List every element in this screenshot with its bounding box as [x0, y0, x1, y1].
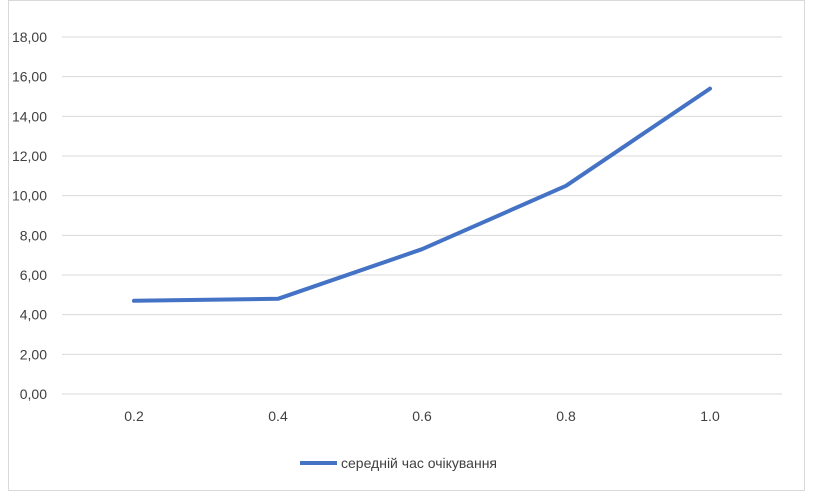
y-tick-label: 4,00 — [20, 307, 47, 323]
y-tick-label: 8,00 — [20, 227, 47, 243]
chart-border — [8, 0, 805, 491]
x-tick-label: 0.2 — [124, 408, 144, 424]
x-tick-label: 0.6 — [412, 408, 432, 424]
y-tick-label: 6,00 — [20, 267, 47, 283]
y-axis-tick-labels: 0,00 2,00 4,00 6,00 8,00 10,00 12,00 14,00 16,00… — [12, 29, 47, 402]
y-tick-label: 18,00 — [12, 29, 47, 45]
legend: середній час очікування — [300, 455, 497, 471]
y-tick-label: 0,00 — [20, 386, 47, 402]
gridlines — [62, 36, 782, 395]
x-tick-label: 0.8 — [556, 408, 576, 424]
x-tick-label: 0.4 — [268, 408, 288, 424]
x-axis-tick-labels: 0.2 0.4 0.6 0.8 1.0 — [124, 408, 720, 424]
y-tick-label: 2,00 — [20, 346, 47, 362]
y-tick-label: 14,00 — [12, 108, 47, 124]
y-tick-label: 16,00 — [12, 69, 47, 85]
series-line — [132, 86, 712, 303]
x-tick-label: 1.0 — [700, 408, 720, 424]
y-tick-label: 12,00 — [12, 148, 47, 164]
series-layer — [132, 86, 712, 303]
legend-label: середній час очікування — [341, 455, 497, 471]
y-tick-label: 10,00 — [12, 188, 47, 204]
